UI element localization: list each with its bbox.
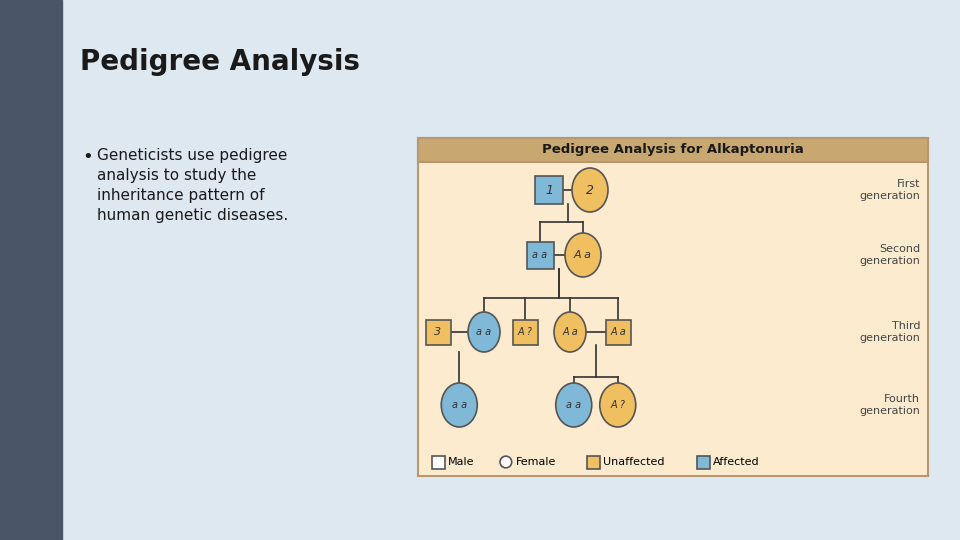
Text: A a: A a <box>574 250 592 260</box>
Bar <box>587 456 600 469</box>
Text: inheritance pattern of: inheritance pattern of <box>97 188 265 203</box>
Text: Unaffected: Unaffected <box>603 457 664 467</box>
Text: A a: A a <box>563 327 578 337</box>
Ellipse shape <box>554 312 586 352</box>
Text: •: • <box>82 148 93 166</box>
Bar <box>0 0 62 540</box>
Ellipse shape <box>556 383 591 427</box>
Text: analysis to study the: analysis to study the <box>97 168 256 183</box>
Text: Pedigree Analysis: Pedigree Analysis <box>80 48 360 76</box>
Ellipse shape <box>572 168 608 212</box>
Text: Female: Female <box>516 457 557 467</box>
Bar <box>425 320 450 345</box>
Ellipse shape <box>600 383 636 427</box>
Ellipse shape <box>565 233 601 277</box>
Text: Fourth
generation: Fourth generation <box>859 394 920 416</box>
Bar <box>526 241 554 268</box>
Ellipse shape <box>500 456 512 468</box>
Bar <box>418 138 928 476</box>
Text: Geneticists use pedigree: Geneticists use pedigree <box>97 148 287 163</box>
Bar <box>418 138 928 162</box>
Text: Second
generation: Second generation <box>859 244 920 266</box>
Text: A ?: A ? <box>517 327 533 337</box>
Bar <box>513 320 538 345</box>
Bar <box>606 320 631 345</box>
Text: human genetic diseases.: human genetic diseases. <box>97 208 288 223</box>
Text: a a: a a <box>476 327 492 337</box>
Text: a a: a a <box>533 250 547 260</box>
Text: a a: a a <box>452 400 467 410</box>
Text: A ?: A ? <box>611 400 625 410</box>
Text: Pedigree Analysis for Alkaptonuria: Pedigree Analysis for Alkaptonuria <box>542 144 804 157</box>
Text: Male: Male <box>448 457 474 467</box>
Text: Third
generation: Third generation <box>859 321 920 343</box>
Bar <box>432 456 445 469</box>
Text: 1: 1 <box>545 184 553 197</box>
Bar <box>697 456 710 469</box>
Text: 3: 3 <box>435 327 442 337</box>
Text: First
generation: First generation <box>859 179 920 201</box>
Ellipse shape <box>442 383 477 427</box>
Text: a a: a a <box>566 400 582 410</box>
Bar <box>535 176 563 204</box>
Text: A a: A a <box>611 327 626 337</box>
Text: 2: 2 <box>586 184 594 197</box>
Ellipse shape <box>468 312 500 352</box>
Text: Affected: Affected <box>713 457 759 467</box>
